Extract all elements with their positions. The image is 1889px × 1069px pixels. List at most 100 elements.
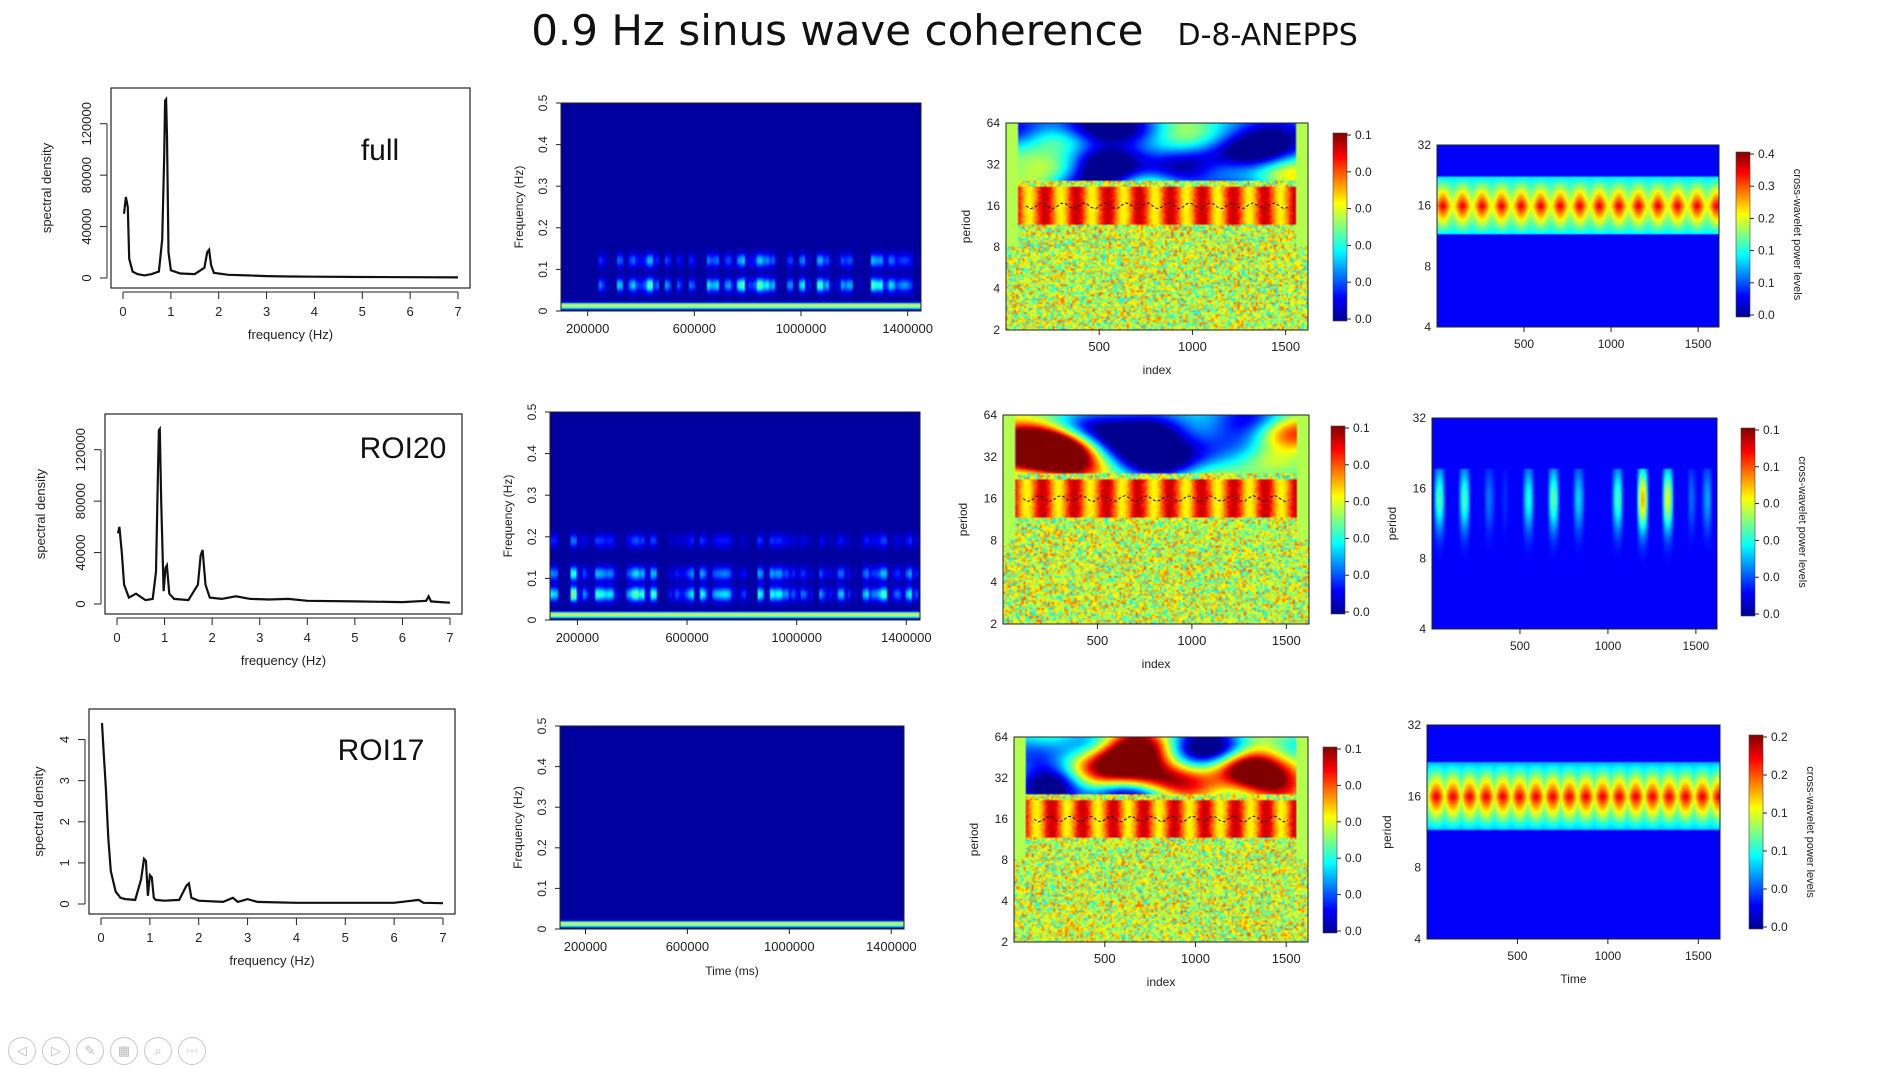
x-tick-label: 500 [1507,949,1527,963]
y-tick-label: 4 [993,282,1000,296]
colorbar-label: 0.0 [1345,851,1362,865]
colorbar-label: 0.0 [1763,607,1780,621]
wt-roi20-panel: 500 1000 1500 2 4 8 16 32 64 period index 0.1 0.0 0.0… [956,408,1370,671]
spec-roi20-panel: 0 1 2 3 4 5 6 704000080000120000frequency (Hz)s… [33,414,462,668]
x-tick-label: 1000 [1598,337,1625,351]
y-tick-label: 32 [1418,138,1432,152]
zoom-icon[interactable]: ⌕ [144,1037,172,1065]
x-tick-label: 6 [407,304,414,319]
y-tick-label: 16 [984,492,998,506]
y-tick-label: 0.3 [536,178,550,195]
colorbar [1741,428,1755,616]
y-tick-label: 0 [525,616,539,623]
x-axis-title: frequency (Hz) [248,327,333,342]
wavelet-power-image [1014,737,1308,942]
colorbar-label: 0.0 [1345,924,1362,938]
x-tick-label: 1000000 [776,321,827,336]
x-tick-label: 4 [304,630,311,645]
panel-label: full [361,134,399,167]
x-tick-label: 1000 [1178,339,1207,354]
colorbar-label: 0.0 [1771,920,1788,934]
y-tick-label: 8 [1414,861,1421,875]
colorbar-label: 0.1 [1771,806,1788,820]
y-tick-label: 4 [57,736,72,743]
x-tick-label: 500 [1510,639,1530,653]
x-tick-label: 600000 [665,630,708,645]
y-axis-title: Frequency (Hz) [511,786,525,869]
spec-full-panel: 0 1 2 3 4 5 6 704000080000120000frequency (Hz)s… [39,88,470,342]
colorbar-label: 0.0 [1763,533,1780,547]
colorbar-label: 0.0 [1345,778,1362,792]
y-tick-label: 80000 [73,483,88,519]
colorbar-label: 0.1 [1771,844,1788,858]
x-tick-label: 3 [263,304,270,319]
y-tick-label: 4 [990,575,997,589]
x-tick-label: 1500 [1272,951,1301,966]
y-tick-label: 80000 [79,157,94,193]
y-tick-label: 0.1 [535,880,549,897]
y-tick-label: 32 [995,771,1009,785]
y-tick-label: 0.5 [536,94,550,111]
y-tick-label: 32 [1413,411,1427,425]
colorbar-label: 0.0 [1355,165,1372,179]
colorbar-label: 0.2 [1758,211,1775,225]
y-axis-title: Frequency (Hz) [512,166,526,249]
colorbar-label: 0.0 [1353,568,1370,582]
slides-icon[interactable]: ▦ [110,1037,138,1065]
xw-roi17-panel: 500 1000 1500 4 8 16 32 period Time 0.2 0.2 0.1 0.1 0… [1380,718,1816,986]
x-tick-label: 1000 [1595,639,1622,653]
cross-wavelet-image [1427,725,1720,939]
colorbar-label: 0.0 [1771,882,1788,896]
more-icon[interactable]: ⋯ [178,1037,206,1065]
x-tick-label: 200000 [556,630,599,645]
colorbar-label: 0.0 [1353,605,1370,619]
y-axis-title: period [1380,815,1394,848]
x-tick-label: 1 [161,630,168,645]
y-tick-label: 8 [990,533,997,547]
y-tick-label: 0 [73,600,88,607]
x-tick-label: 1000000 [771,630,822,645]
y-tick-label: 0.3 [535,799,549,816]
y-tick-label: 0 [535,925,549,932]
colorbar-label: 0.0 [1355,202,1372,216]
prev-icon[interactable]: ◁ [8,1037,36,1065]
next-icon[interactable]: ▷ [42,1037,70,1065]
colorbar-label: 0.0 [1353,495,1370,509]
x-tick-label: 600000 [666,939,709,954]
colorbar-label: 0.1 [1355,128,1372,142]
y-tick-label: 0 [57,900,72,907]
x-axis-title: Time [1560,972,1587,986]
y-tick-label: 2 [1001,935,1008,949]
y-tick-label: 2 [57,818,72,825]
colorbar-label: 0.4 [1758,147,1775,161]
wavelet-power-image [1003,415,1309,624]
y-tick-label: 16 [995,812,1009,826]
colorbar-label: 0.0 [1763,570,1780,584]
x-tick-label: 5 [359,304,366,319]
y-tick-label: 8 [1419,552,1426,566]
y-tick-label: 0.4 [535,758,549,775]
pen-icon[interactable]: ✎ [76,1037,104,1065]
colorbar-label: 0.0 [1355,312,1372,326]
y-axis-title: spectral density [31,766,46,857]
x-tick-label: 7 [454,304,461,319]
y-tick-label: 0 [79,274,94,281]
colorbar-title: cross-wavelet power levels [1804,766,1816,898]
y-axis-title: period [1385,507,1399,540]
y-axis-title: period [967,823,981,856]
colorbar-label: 0.1 [1353,421,1370,435]
y-tick-label: 0.4 [525,445,539,462]
y-tick-label: 2 [993,323,1000,337]
xw-roi20-panel: 500 1000 1500481632period0.10.10.00.00.00.… [1385,411,1808,653]
x-tick-label: 1500 [1272,633,1301,648]
x-tick-label: 0 [113,630,120,645]
colorbar-label: 0.1 [1758,244,1775,258]
x-tick-label: 1000 [1595,949,1622,963]
y-tick-label: 4 [1424,320,1431,334]
x-axis-title: Time (ms) [705,964,759,978]
x-tick-label: 1500 [1685,337,1712,351]
colorbar-label: 0.0 [1345,815,1362,829]
y-tick-label: 64 [984,408,998,422]
y-tick-label: 4 [1414,932,1421,946]
x-tick-label: 1000 [1181,951,1210,966]
